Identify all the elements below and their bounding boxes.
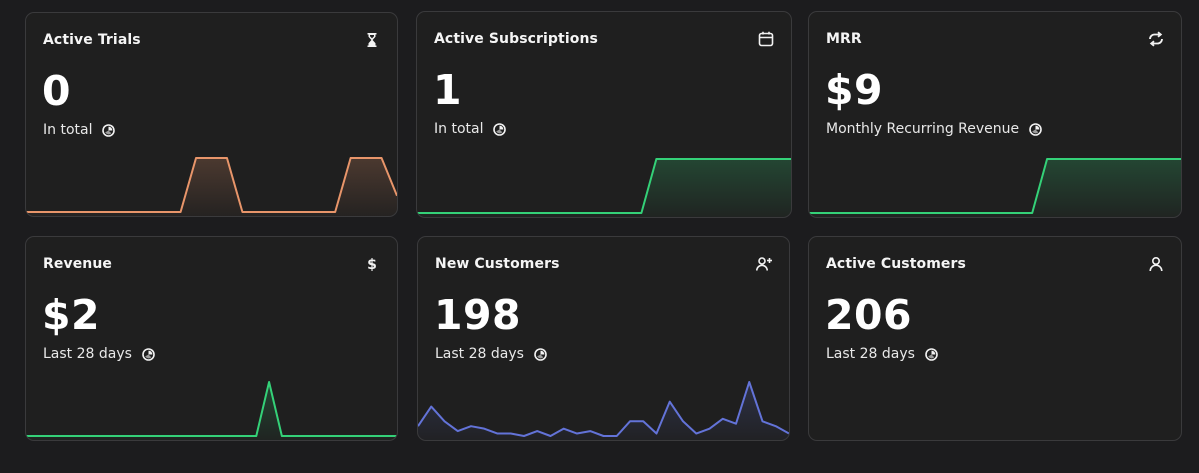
card-value: 206 <box>825 291 913 339</box>
card-mrr[interactable]: MRR $9 Monthly Recurring Revenue <box>808 11 1182 218</box>
info-icon[interactable] <box>925 347 938 361</box>
card-subtitle: Last 28 days <box>826 346 938 362</box>
info-icon[interactable] <box>493 122 507 136</box>
card-subtitle-text: Last 28 days <box>435 346 524 362</box>
card-title: MRR <box>826 31 862 47</box>
user-plus-icon <box>755 255 773 273</box>
sparkline-area <box>418 382 789 440</box>
sparkline-line <box>809 158 1181 214</box>
card-active-trials[interactable]: Active Trials 0 In total <box>25 12 398 217</box>
card-value: 198 <box>434 291 522 339</box>
card-subtitle-text: In total <box>43 122 93 138</box>
card-value: 0 <box>42 67 72 115</box>
card-subtitle: Last 28 days <box>435 346 547 362</box>
calendar-icon <box>757 30 775 48</box>
user-icon <box>1147 255 1165 273</box>
info-icon[interactable] <box>102 123 116 137</box>
card-title: New Customers <box>435 256 560 272</box>
card-active-subscriptions[interactable]: Active Subscriptions 1 In total <box>416 11 792 218</box>
svg-text:$: $ <box>367 257 377 273</box>
card-title: Active Customers <box>826 256 966 272</box>
sparkline-line <box>417 158 791 214</box>
info-icon[interactable] <box>1029 122 1042 136</box>
sparkline-chart <box>418 381 789 440</box>
dollar-icon: $ <box>363 255 381 273</box>
card-subtitle: Last 28 days <box>43 346 155 362</box>
sparkline-line <box>26 157 397 213</box>
card-subtitle: In total <box>43 122 116 138</box>
card-active-customers[interactable]: Active Customers 206 Last 28 days <box>808 236 1182 441</box>
card-value: $9 <box>825 66 884 114</box>
card-subtitle-text: In total <box>434 121 484 137</box>
card-subtitle-text: Last 28 days <box>826 346 915 362</box>
sparkline-line <box>418 381 789 437</box>
sparkline-chart <box>809 158 1181 217</box>
repeat-icon <box>1147 30 1165 48</box>
sparkline-area <box>417 159 791 217</box>
card-subtitle-text: Last 28 days <box>43 346 132 362</box>
hourglass-icon <box>363 31 381 49</box>
card-title: Active Trials <box>43 32 141 48</box>
card-title: Active Subscriptions <box>434 31 598 47</box>
card-revenue[interactable]: Revenue $ $2 Last 28 days <box>25 236 398 441</box>
card-subtitle: Monthly Recurring Revenue <box>826 121 1042 137</box>
sparkline-chart <box>809 370 1181 440</box>
card-value: 1 <box>433 66 463 114</box>
card-subtitle: In total <box>434 121 507 137</box>
card-value: $2 <box>42 291 101 339</box>
sparkline-area <box>26 158 397 216</box>
sparkline-area <box>26 382 397 440</box>
sparkline-chart <box>26 157 397 216</box>
card-subtitle-text: Monthly Recurring Revenue <box>826 121 1020 137</box>
card-new-customers[interactable]: New Customers 198 Last 28 days <box>417 236 790 441</box>
sparkline-line <box>26 381 397 437</box>
card-title: Revenue <box>43 256 113 272</box>
info-icon[interactable] <box>142 347 155 361</box>
sparkline-chart <box>26 381 397 440</box>
sparkline-chart <box>417 158 791 217</box>
sparkline-area <box>809 159 1181 217</box>
info-icon[interactable] <box>534 347 547 361</box>
